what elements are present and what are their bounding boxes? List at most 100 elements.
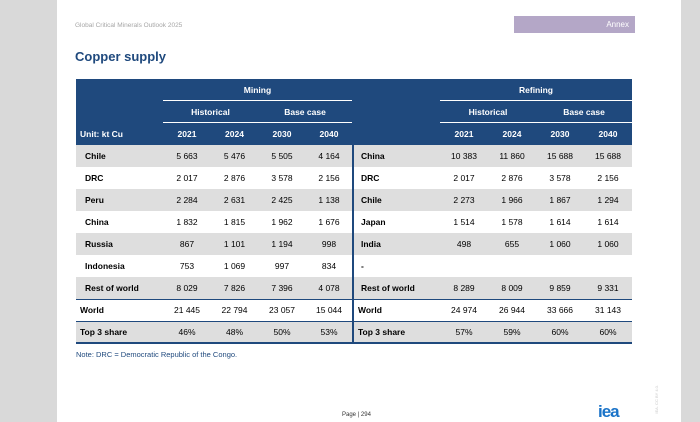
section-tag: Annex: [514, 16, 635, 33]
world-mining-value: 21 445: [163, 298, 211, 322]
mining-value-cell: 2 425: [258, 189, 306, 211]
mining-value-cell: 5 505: [258, 145, 306, 167]
mining-country-label: Indonesia: [76, 255, 163, 277]
year-header: 2030: [258, 123, 306, 145]
mining-value-cell: 5 476: [211, 145, 258, 167]
world-refining-value: 24 974: [440, 298, 488, 322]
table-row: Indonesia 753 1 069 997 834-: [76, 255, 632, 277]
refining-historical-header: Historical: [440, 102, 536, 123]
refining-country-label: China: [352, 145, 440, 167]
report-page: Global Critical Minerals Outlook 2025 An…: [57, 0, 681, 422]
refining-value-cell: [488, 255, 536, 277]
refining-value-cell: [584, 255, 632, 277]
year-header: 2024: [211, 123, 258, 145]
year-header: 2021: [163, 123, 211, 145]
mining-value-cell: 2 017: [163, 167, 211, 189]
iea-logo: iea: [598, 402, 620, 421]
mining-value-cell: 1 832: [163, 211, 211, 233]
refining-header: Refining: [440, 80, 632, 101]
refining-value-cell: 1 966: [488, 189, 536, 211]
world-refining-value: 33 666: [536, 298, 584, 322]
table-row: Chile 5 663 5 476 5 505 4 164 China 10 383 11 8…: [76, 145, 632, 167]
refining-value-cell: 15 688: [584, 145, 632, 167]
refining-value-cell: 1 614: [536, 211, 584, 233]
table-row: China 1 832 1 815 1 962 1 676 Japan 1 514 1 578…: [76, 211, 632, 233]
mining-value-cell: 834: [306, 255, 353, 277]
top3-mining-value: 48%: [211, 321, 258, 344]
refining-value-cell: 9 331: [584, 277, 632, 299]
world-mining-value: 15 044: [306, 298, 353, 322]
mining-value-cell: 1 676: [306, 211, 353, 233]
refining-value-cell: 1 514: [440, 211, 488, 233]
page-title: Copper supply: [75, 49, 167, 64]
world-mining-value: 22 794: [211, 298, 258, 322]
mining-value-cell: 1 194: [258, 233, 306, 255]
mining-value-cell: 1 069: [211, 255, 258, 277]
world-label: World: [76, 298, 163, 322]
table-row: Peru 2 284 2 631 2 425 1 138 Chile 2 273 1 966 1…: [76, 189, 632, 211]
world-mining-value: 23 057: [258, 298, 306, 322]
mining-country-label: Chile: [76, 145, 163, 167]
mining-value-cell: 2 876: [211, 167, 258, 189]
refining-value-cell: 10 383: [440, 145, 488, 167]
mining-value-cell: 8 029: [163, 277, 211, 299]
table-row: Russia 867 1 101 1 194 998 India 498 655 1 060 1 …: [76, 233, 632, 255]
year-header: 2024: [488, 123, 536, 145]
refining-value-cell: 655: [488, 233, 536, 255]
top3-share-row: Top 3 share 46% 48% 50% 53% Top 3 share …: [76, 321, 632, 344]
refining-value-cell: 1 614: [584, 211, 632, 233]
refining-country-label: Rest of world: [352, 277, 440, 299]
mining-value-cell: 997: [258, 255, 306, 277]
mining-base-case-header: Base case: [258, 102, 352, 123]
page-number: Page | 294: [342, 412, 371, 418]
top3-mining-value: 50%: [258, 321, 306, 344]
mining-value-cell: 2 156: [306, 167, 353, 189]
header-row-years: Unit: kt Cu 2021 2024 2030 2040 2021 202…: [76, 123, 632, 145]
mining-value-cell: 4 078: [306, 277, 353, 299]
mining-value-cell: 998: [306, 233, 353, 255]
unit-label: Unit: kt Cu: [76, 123, 163, 145]
top3-refining-value: 57%: [440, 321, 488, 344]
refining-value-cell: 1 867: [536, 189, 584, 211]
refining-country-label: -: [352, 255, 440, 277]
refining-value-cell: 3 578: [536, 167, 584, 189]
mining-value-cell: 7 396: [258, 277, 306, 299]
mining-value-cell: 1 962: [258, 211, 306, 233]
top3-label: Top 3 share: [76, 321, 163, 344]
top3-refining-value: 60%: [536, 321, 584, 344]
table-body: Chile 5 663 5 476 5 505 4 164 China 10 383 11 8…: [76, 145, 632, 299]
top3-refining-value: 60%: [584, 321, 632, 344]
refining-country-label: DRC: [352, 167, 440, 189]
mining-country-label: Peru: [76, 189, 163, 211]
world-row: World 21 445 22 794 23 057 15 044 World …: [76, 298, 632, 322]
header-row-scenario: Historical Base case Historical Base cas…: [76, 101, 632, 123]
world-refining-value: 31 143: [584, 298, 632, 322]
top3-label: Top 3 share: [352, 321, 440, 344]
year-header: 2030: [536, 123, 584, 145]
mining-value-cell: 2 631: [211, 189, 258, 211]
refining-country-label: India: [352, 233, 440, 255]
mining-value-cell: 2 284: [163, 189, 211, 211]
refining-value-cell: 2 273: [440, 189, 488, 211]
mining-country-label: Rest of world: [76, 277, 163, 299]
license-text: IEA. CC BY 4.0.: [654, 385, 659, 414]
table-row: DRC 2 017 2 876 3 578 2 156 DRC 2 017 2 876 3 57…: [76, 167, 632, 189]
year-header: 2040: [584, 123, 632, 145]
refining-value-cell: 2 017: [440, 167, 488, 189]
world-label: World: [352, 298, 440, 322]
refining-value-cell: 1 578: [488, 211, 536, 233]
mining-value-cell: 867: [163, 233, 211, 255]
mining-value-cell: 1 815: [211, 211, 258, 233]
mining-header: Mining: [163, 80, 352, 101]
document-title: Global Critical Minerals Outlook 2025: [75, 22, 183, 29]
refining-value-cell: 498: [440, 233, 488, 255]
refining-value-cell: 1 294: [584, 189, 632, 211]
mining-value-cell: 3 578: [258, 167, 306, 189]
refining-value-cell: [440, 255, 488, 277]
refining-value-cell: 2 156: [584, 167, 632, 189]
refining-base-case-header: Base case: [536, 102, 632, 123]
mining-historical-header: Historical: [163, 102, 258, 123]
refining-value-cell: 15 688: [536, 145, 584, 167]
copper-supply-table: Mining Refining Historical Base case His…: [76, 79, 632, 344]
table-row: Rest of world 8 029 7 826 7 396 4 078 Rest of…: [76, 277, 632, 299]
